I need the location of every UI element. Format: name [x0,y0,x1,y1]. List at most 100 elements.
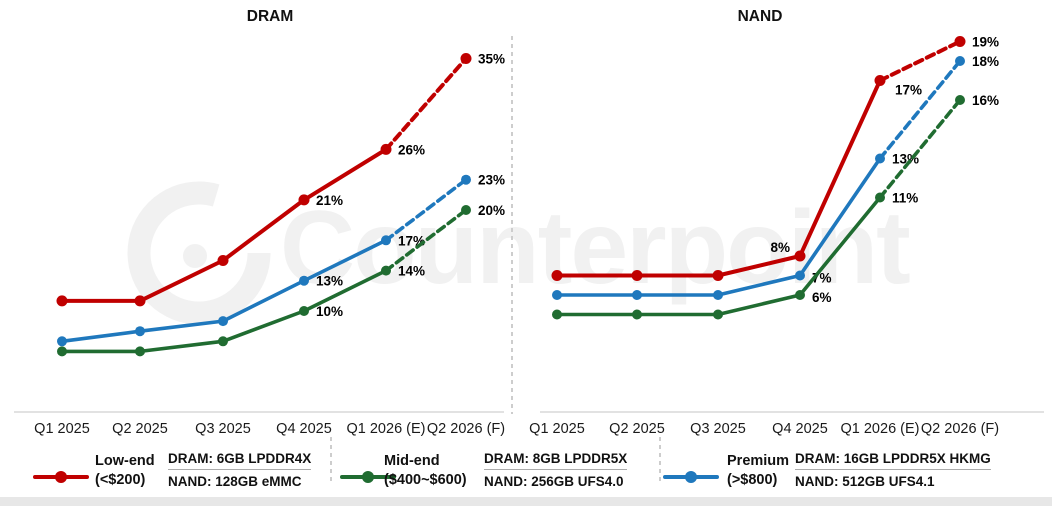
premium-data-label: 18% [972,54,999,69]
x-tick-label: Q1 2025 [34,421,90,437]
low-end-data-point [874,75,886,86]
low-end-series-line-forecast [384,56,468,152]
low-end-series-line-forecast [878,39,962,83]
nand-chart-canvas: Q1 2025 Q2 2025 Q3 2025 Q4 2025 Q1 2026 (E) Q… [529,35,1044,437]
x-tick-label: Q2 2026 (F) [921,421,999,437]
x-tick-label: Q1 2026 (E) [347,421,426,437]
premium-specs: DRAM: 16GB LPDDR5X HKMG NAND: 512GB UFS4… [795,451,991,489]
premium-data-point [135,326,145,337]
low-end-series-line [555,78,882,278]
x-tick-label: Q3 2025 [195,421,251,437]
premium-data-point [461,174,471,185]
legend-divider [330,437,332,484]
mid-end-data-label: 11% [892,191,918,206]
premium-data-point [381,235,391,246]
premium-data-point [795,270,805,281]
mid-end-data-point [632,309,642,320]
premium-dram-spec: DRAM: 16GB LPDDR5X HKMG [795,451,991,470]
x-tick-label: Q3 2025 [690,421,746,437]
mid-end-data-point [955,95,965,105]
mid-end-series-line-forecast [878,98,962,200]
low-end-data-point [460,53,472,64]
low-end-data-label: 21% [316,193,343,208]
mid-end-dram-spec: DRAM: 8GB LPDDR5X [484,451,628,470]
low-end-data-point [551,270,563,281]
mid-end-series-marker-dot [362,471,374,483]
mid-end-data-point [299,306,309,316]
x-tick-label: Q2 2025 [112,421,168,437]
premium-data-label: 23% [478,173,505,188]
premium-data-label: 13% [316,274,343,289]
mid-end-label-line1: Mid-end [384,453,440,469]
premium-data-point [713,290,723,300]
mid-end-data-point [135,346,145,357]
low-end-label-line1: Low-end [95,453,155,469]
premium-data-point [955,56,965,66]
low-end-data-label: 19% [972,35,999,50]
x-tick-label: Q1 2025 [529,421,585,437]
mid-end-data-point [795,290,805,300]
premium-label-line1: Premium [727,453,790,469]
mid-end-data-point [875,192,885,203]
low-end-data-point [380,143,392,155]
mid-end-data-label: 6% [812,290,832,305]
mid-end-data-point [218,336,228,347]
x-tick-label: Q2 2025 [609,421,665,437]
dram-chart-canvas: Q1 2025 Q2 2025 Q3 2025 Q4 2025 Q1 2026 (E) Q… [14,52,505,437]
x-tick-label: Q2 2026 (F) [427,421,505,437]
mid-end-data-label: 10% [316,304,343,319]
premium-series-line-forecast [878,59,962,161]
low-end-data-point [298,194,310,206]
premium-data-label: 13% [892,152,919,167]
bottom-bar [0,497,1052,506]
low-end-series-marker-dot [55,471,67,483]
low-end-data-point [217,255,229,266]
low-end-data-point [954,36,966,47]
mid-end-data-point [461,205,471,215]
low-end-data-label: 17% [895,83,922,98]
legend-divider [659,437,661,484]
low-end-dram-spec: DRAM: 6GB LPDDR4X [168,451,312,470]
premium-nand-spec: NAND: 512GB UFS4.1 [795,474,935,489]
low-end-nand-spec: NAND: 128GB eMMC [168,474,302,489]
mid-end-data-point [552,309,562,320]
premium-label-line2: (>$800) [727,472,778,488]
low-end-data-point [134,295,146,307]
chart-divider [511,36,513,414]
nand-chart-title: NAND [737,8,783,25]
low-end-label-line2: (<$200) [95,472,146,488]
premium-data-point [57,336,67,347]
low-end-data-label: 26% [398,142,425,157]
mid-end-data-point [713,309,723,320]
premium-data-point [552,290,562,300]
counterpoint-logo-icon [127,181,271,325]
low-end-data-point [794,250,806,262]
mid-end-label: Mid-end ($400~$600) [384,452,467,490]
premium-series-line-forecast [384,177,468,243]
x-tick-label: Q4 2025 [276,421,332,437]
premium-data-point [218,316,228,327]
low-end-data-point [56,295,68,307]
mid-end-data-point [381,265,391,276]
premium-data-point [299,275,309,286]
premium-data-point [632,290,642,300]
low-end-data-point [712,270,724,281]
premium-data-point [875,153,885,164]
low-end-label: Low-end (<$200) [95,452,155,490]
x-tick-label: Q1 2026 (E) [841,421,920,437]
dram-chart-title: DRAM [246,8,294,25]
mid-end-nand-spec: NAND: 256GB UFS4.0 [484,474,624,489]
mid-end-data-label: 16% [972,93,999,108]
low-end-data-label: 35% [478,52,505,67]
mid-end-specs: DRAM: 8GB LPDDR5X NAND: 256GB UFS4.0 [484,451,628,489]
x-tick-label: Q4 2025 [772,421,828,437]
premium-series-marker-dot [685,471,697,483]
premium-label: Premium (>$800) [727,452,789,490]
low-end-data-label: 8% [770,240,790,255]
mid-end-data-point [57,346,67,357]
mid-end-data-label: 20% [478,203,505,218]
low-end-data-point [631,270,643,281]
mid-end-label-line2: ($400~$600) [384,472,467,488]
low-end-specs: DRAM: 6GB LPDDR4X NAND: 128GB eMMC [168,451,312,489]
